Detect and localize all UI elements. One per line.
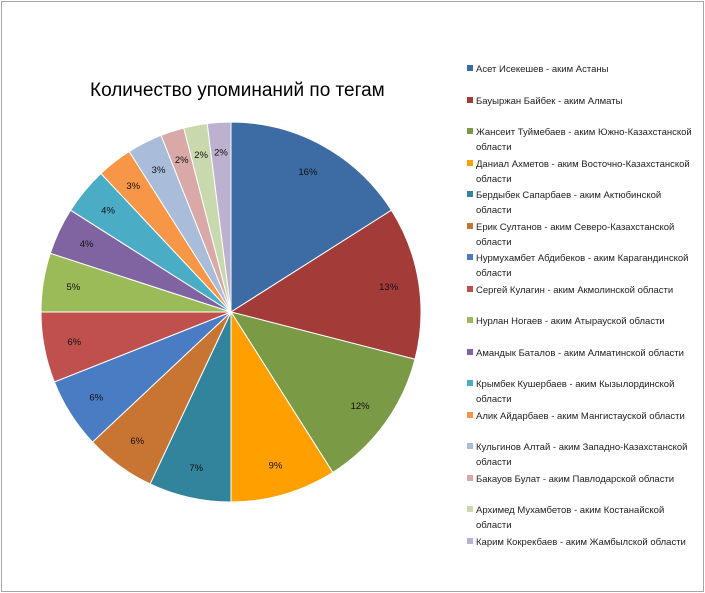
legend-label: Асет Исекешев - аким Астаны [476,64,609,75]
legend-label: Кульгинов Алтай - аким Западно-Казахстан… [476,442,688,453]
legend-swatch [467,285,473,292]
data-label: 16% [298,167,318,178]
data-label: 2% [214,148,228,159]
data-label: 6% [89,393,103,404]
legend-swatch [467,443,473,449]
legend-label: Нурмухамбет Абдибеков - аким Карагандинс… [476,253,689,264]
pie-slice [229,209,422,360]
legend-swatch [467,348,473,355]
data-label: 5% [66,282,80,293]
data-label: 4% [80,239,94,250]
legend-item: Бауыржан Байбек - аким Алматы [467,94,699,109]
legend-item: Нурмухамбет Абдибеков - аким Карагандинс… [467,251,699,281]
data-label: 2% [194,150,208,161]
legend-label: Бауыржан Байбек - аким Алматы [476,95,623,107]
legend-item: Бердыбек Сапарбаев - аким Актюбинской обл… [467,188,699,218]
legend-swatch [467,317,473,323]
pie-slice [230,310,334,503]
legend-item: Крымбек Кушербаев - аким Кызылординской о… [467,377,699,407]
legend-label: области [476,520,512,531]
pie-slice [206,121,232,313]
legend-item: Ерик Султанов - аким Северо-Казахстанско… [467,220,699,250]
pie-slice [229,311,416,474]
legend-label: Бердыбек Сапарбаев - аким Актюбинской [476,190,662,201]
legend-label: Карим Кокрекбаев - аким Жамбылской облас… [476,536,686,548]
legend-label: области [476,236,512,248]
legend-item: Нурлан Ногаев - аким Атырауской области [467,314,699,329]
data-label: 6% [130,436,144,447]
legend-item: Асет Исекешев - аким Астаны [467,62,699,77]
legend-item: Алик Айдарбаев - аким Мангистауской обла… [467,409,699,424]
legend-label: области [476,142,512,153]
legend-label: Жансеит Туймебаев - аким Южно-Казахстанс… [476,127,692,138]
data-label: 2% [175,155,189,166]
legend-swatch [467,506,473,512]
data-label: 4% [101,205,115,216]
legend-label: области [476,205,512,216]
legend-swatch [467,128,473,134]
legend-swatch [467,159,473,166]
data-label: 6% [67,337,81,348]
legend-item: Бакауов Булат - аким Павлодарской област… [467,472,699,487]
legend-label: области [476,268,512,279]
legend-label: области [476,394,512,405]
legend-swatch [467,96,473,103]
legend-swatch [467,537,473,544]
legend-label: Сергей Кулагин - аким Акмолинской област… [476,284,674,296]
legend-item: Архимед Мухамбетов - аким Костанайской об… [467,503,699,533]
data-label: 9% [269,460,283,471]
data-label: 3% [126,181,140,192]
legend-label: Нурлан Ногаев - аким Атырауской области [476,316,665,327]
legend-swatch [467,191,473,197]
legend-label: области [476,173,512,185]
legend-label: Даниал Ахметов - аким Восточно-Казахстан… [476,158,690,170]
pie-slice [230,121,393,313]
legend-swatch [467,411,473,418]
legend-item: Карим Кокрекбаев - аким Жамбылской облас… [467,535,699,550]
legend-label: Амандык Баталов - аким Алматинской облас… [476,347,684,359]
legend-item: Жансеит Туймебаев - аким Южно-Казахстанс… [467,125,699,155]
legend-label: Ерик Султанов - аким Северо-Казахстанско… [476,221,675,233]
legend-swatch [467,380,473,386]
legend-item: Сергей Кулагин - аким Акмолинской област… [467,283,699,298]
legend-label: области [476,457,512,468]
data-label: 12% [351,401,371,412]
legend-swatch [467,222,473,229]
legend-label: Алик Айдарбаев - аким Мангистауской обла… [476,410,685,422]
legend-label: Крымбек Кушербаев - аким Кызылординской [476,379,675,390]
legend-swatch [467,254,473,260]
legend-item: Кульгинов Алтай - аким Западно-Казахстан… [467,440,699,470]
data-label: 3% [152,165,166,176]
legend-swatch [467,65,473,71]
legend-swatch [467,474,473,481]
chart-title: Количество упоминаний по тегам [90,80,385,101]
legend-item: Амандык Баталов - аким Алматинской облас… [467,346,699,361]
legend-item: Даниал Ахметов - аким Восточно-Казахстан… [467,157,699,187]
legend-label: Бакауов Булат - аким Павлодарской област… [476,473,675,485]
legend-label: Архимед Мухамбетов - аким Костанайской [476,505,665,516]
data-label: 13% [379,282,399,293]
data-label: 7% [189,463,203,474]
